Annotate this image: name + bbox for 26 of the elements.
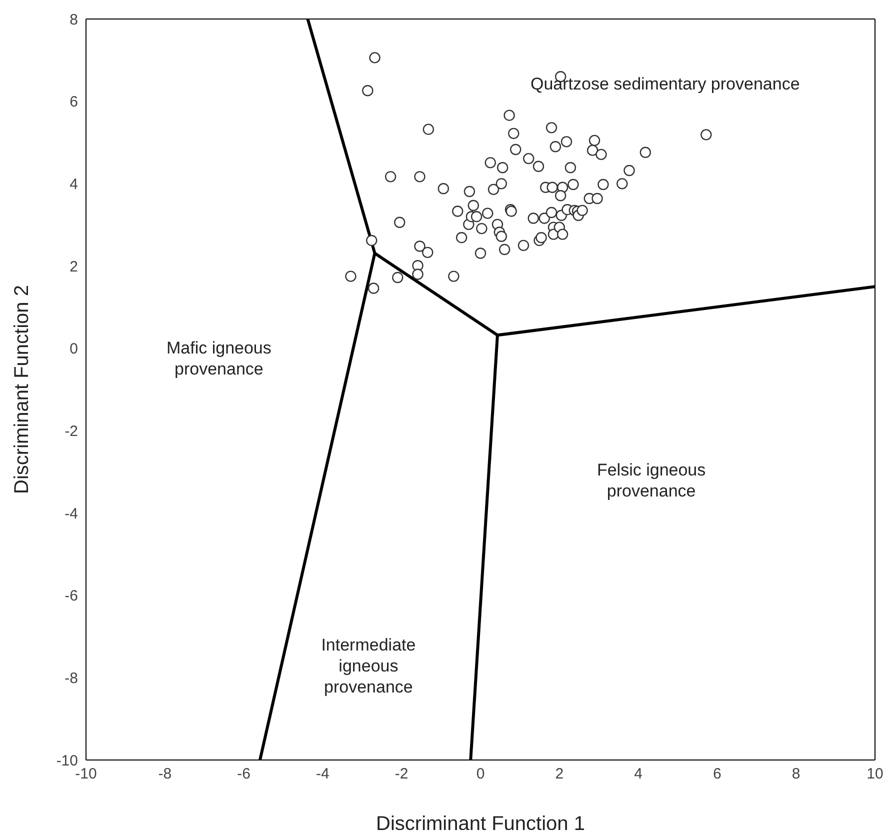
- annotation: Quartzose sedimentary provenance: [530, 74, 800, 94]
- x-tick-label: 8: [792, 766, 800, 783]
- y-tick-label: -10: [56, 752, 78, 770]
- y-tick-label: -2: [64, 422, 78, 440]
- y-tick-label: -6: [64, 588, 78, 605]
- y-tick-label: 0: [70, 340, 78, 358]
- y-tick-label: 4: [70, 176, 78, 193]
- y-tick-label: 8: [70, 11, 78, 28]
- y-tick-label: 2: [70, 258, 78, 276]
- annotation: Intermediate igneous provenance: [321, 634, 416, 696]
- annotation: Mafic igneous provenance: [166, 338, 272, 378]
- annotation: Felsic igneous provenance: [596, 460, 706, 500]
- x-tick-label: -4: [316, 766, 330, 783]
- x-tick-label: 6: [713, 766, 722, 783]
- x-tick-label: 10: [866, 766, 884, 783]
- x-tick-label: -6: [237, 766, 250, 783]
- x-tick-label: -2: [394, 766, 408, 783]
- y-tick-label: -4: [64, 505, 78, 522]
- x-tick-label: 0: [476, 766, 485, 783]
- y-axis-title: Discriminant Function 2: [11, 285, 33, 494]
- y-tick-label: 6: [70, 94, 78, 111]
- x-tick-label: 2: [555, 766, 564, 783]
- y-tick-label: -8: [64, 670, 78, 687]
- x-axis-title: Discriminant Function 1: [376, 813, 585, 835]
- x-tick-label: -8: [158, 766, 172, 783]
- x-tick-label: 4: [634, 766, 642, 783]
